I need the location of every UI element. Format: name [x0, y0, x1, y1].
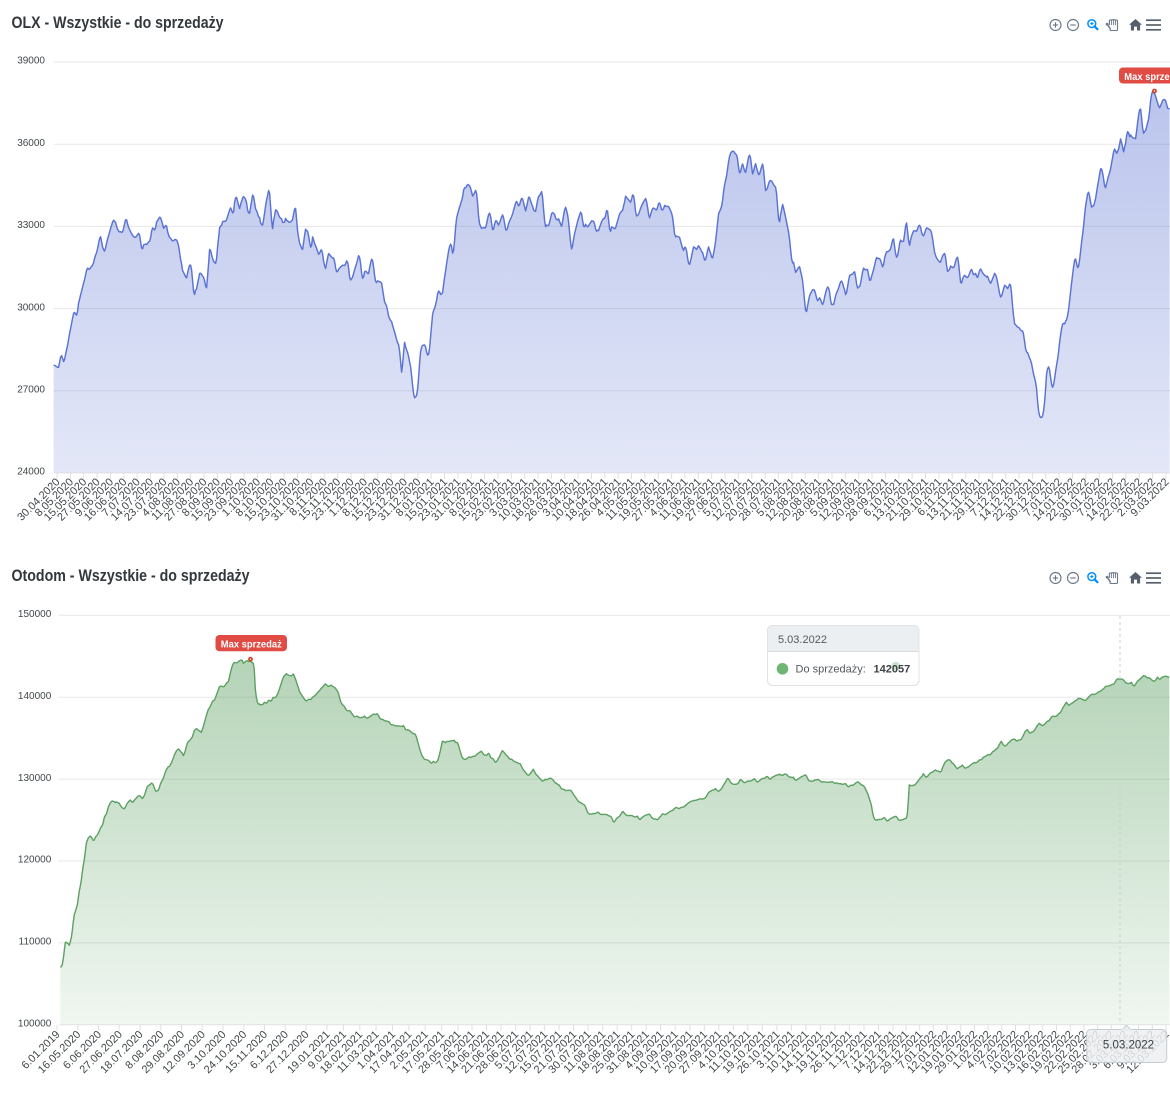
- svg-text:33000: 33000: [17, 220, 45, 231]
- svg-text:39000: 39000: [17, 56, 45, 67]
- svg-text:Otodom - Wszystkie - do sprzed: Otodom - Wszystkie - do sprzedaży: [12, 566, 250, 585]
- svg-text:Max sprzedaż: Max sprzedaż: [1124, 72, 1170, 83]
- svg-text:120000: 120000: [18, 855, 52, 866]
- svg-text:Do sprzedaży:: Do sprzedaży:: [796, 664, 866, 676]
- svg-text:36000: 36000: [17, 138, 45, 149]
- svg-text:5.03.2022: 5.03.2022: [1103, 1040, 1154, 1052]
- svg-text:OLX - Wszystkie - do sprzedaży: OLX - Wszystkie - do sprzedaży: [12, 13, 224, 32]
- svg-text:130000: 130000: [18, 773, 52, 784]
- svg-text:30000: 30000: [17, 302, 45, 313]
- svg-text:5.03.2022: 5.03.2022: [778, 634, 827, 646]
- svg-text:140000: 140000: [18, 691, 52, 702]
- svg-text:110000: 110000: [19, 937, 52, 948]
- svg-text:150000: 150000: [18, 609, 52, 620]
- svg-text:Max sprzedaż: Max sprzedaż: [221, 640, 282, 651]
- svg-text:142057: 142057: [874, 664, 911, 676]
- svg-text:100000: 100000: [18, 1019, 52, 1030]
- svg-text:27000: 27000: [17, 385, 45, 396]
- svg-text:24000: 24000: [17, 467, 45, 478]
